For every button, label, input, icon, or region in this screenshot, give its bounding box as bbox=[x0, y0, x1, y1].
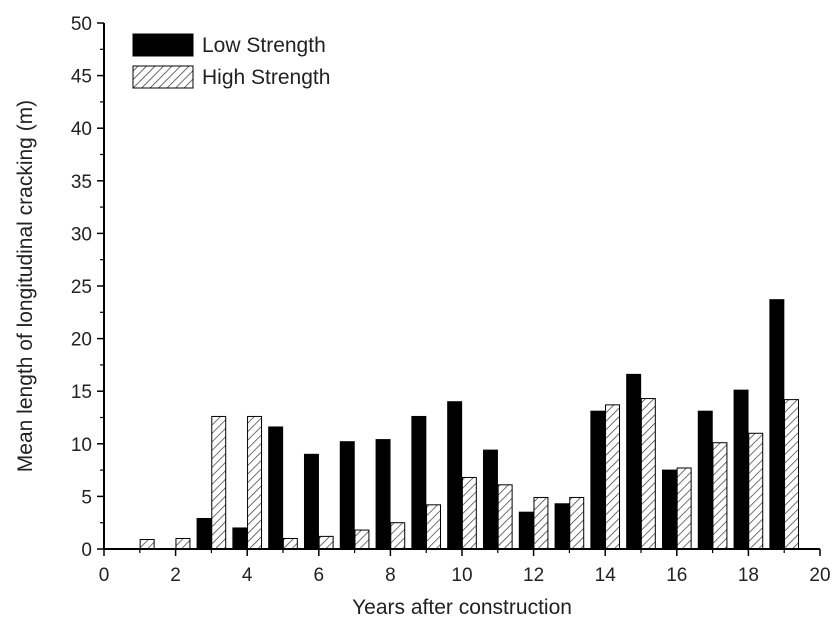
y-tick-label: 0 bbox=[81, 540, 92, 561]
axes bbox=[97, 22, 821, 556]
bar-low-strength bbox=[769, 299, 785, 550]
bar-high-strength bbox=[390, 522, 406, 550]
x-tick-label: 16 bbox=[666, 565, 687, 586]
y-tick-label: 50 bbox=[71, 14, 92, 35]
legend-swatch-low-strength bbox=[132, 33, 194, 57]
legend-label-high-strength: High Strength bbox=[202, 66, 330, 89]
y-tick-label: 25 bbox=[71, 277, 92, 298]
bar-high-strength bbox=[139, 539, 155, 550]
bar-low-strength bbox=[196, 517, 212, 550]
legend-swatch-high-strength bbox=[132, 65, 194, 89]
x-tick-label: 2 bbox=[170, 565, 181, 586]
bar-high-strength bbox=[175, 537, 191, 550]
x-tick-label: 18 bbox=[738, 565, 759, 586]
bar-high-strength bbox=[676, 467, 692, 550]
bar-high-strength bbox=[784, 399, 800, 550]
legend-label-low-strength: Low Strength bbox=[202, 34, 326, 57]
x-tick-label: 0 bbox=[99, 565, 110, 586]
x-tick-label: 20 bbox=[809, 565, 830, 586]
bar-high-strength bbox=[461, 476, 477, 550]
bar-low-strength bbox=[626, 373, 642, 550]
y-tick-label: 35 bbox=[71, 172, 92, 193]
x-tick-label: 6 bbox=[314, 565, 325, 586]
bar-low-strength bbox=[447, 401, 463, 550]
bar-low-strength bbox=[303, 453, 319, 550]
bar-low-strength bbox=[697, 410, 713, 550]
bar-low-strength bbox=[554, 503, 570, 550]
bar-low-strength bbox=[375, 439, 391, 550]
bars-layer bbox=[139, 299, 800, 550]
x-tick-label: 10 bbox=[451, 565, 472, 586]
x-tick-label: 14 bbox=[595, 565, 617, 586]
tick-labels: 0 2 4 6 8 10 12 14 16 18 20 0 5 10 15 20 25 30 35 40 45 50 bbox=[71, 14, 831, 586]
bar-low-strength bbox=[232, 527, 248, 550]
bar-high-strength bbox=[282, 537, 298, 550]
bar-high-strength bbox=[426, 504, 442, 550]
x-axis-title: Years after construction bbox=[352, 596, 572, 619]
bar-low-strength bbox=[733, 389, 749, 550]
bar-low-strength bbox=[661, 469, 677, 550]
bar-high-strength bbox=[748, 432, 764, 550]
bar-low-strength bbox=[339, 441, 355, 550]
bar-high-strength bbox=[247, 415, 263, 550]
bar-high-strength bbox=[354, 529, 370, 550]
bar-high-strength bbox=[640, 398, 656, 550]
bar-high-strength bbox=[533, 496, 549, 550]
bar-high-strength bbox=[712, 442, 728, 550]
bar-low-strength bbox=[482, 449, 498, 550]
y-tick-label: 10 bbox=[71, 435, 92, 456]
bar-high-strength bbox=[605, 404, 621, 550]
x-tick-label: 4 bbox=[242, 565, 253, 586]
bar-low-strength bbox=[590, 410, 606, 550]
bar-high-strength bbox=[318, 535, 334, 550]
x-tick-label: 12 bbox=[523, 565, 544, 586]
bar-high-strength bbox=[211, 415, 227, 550]
y-tick-label: 5 bbox=[81, 487, 92, 508]
y-tick-label: 40 bbox=[71, 119, 92, 140]
y-tick-label: 45 bbox=[71, 67, 92, 88]
y-tick-label: 30 bbox=[71, 224, 92, 245]
bar-low-strength bbox=[268, 426, 284, 550]
x-tick-label: 8 bbox=[385, 565, 396, 586]
y-tick-label: 15 bbox=[71, 382, 92, 403]
bar-high-strength bbox=[569, 496, 585, 550]
bar-high-strength bbox=[497, 484, 513, 550]
bar-low-strength bbox=[518, 511, 534, 550]
y-axis-title: Mean length of longitudinal cracking (m) bbox=[14, 100, 37, 472]
y-tick-label: 20 bbox=[71, 330, 92, 351]
legend: Low Strength High Strength bbox=[132, 33, 330, 89]
bar-low-strength bbox=[411, 415, 427, 550]
